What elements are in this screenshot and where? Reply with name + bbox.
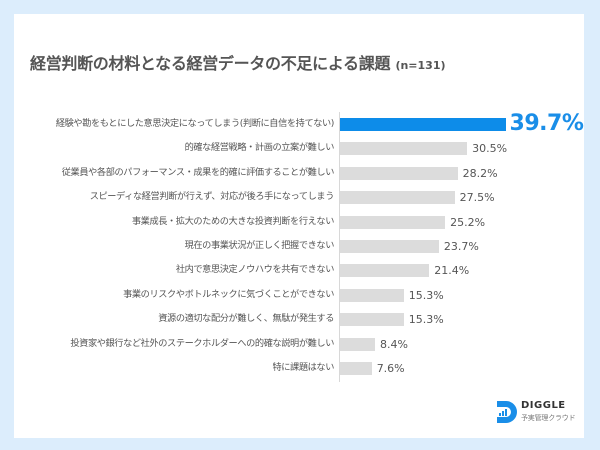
value-label: 30.5%: [472, 142, 508, 156]
logo-name: DIGGLE: [521, 400, 566, 411]
category-label: 特に課題はない: [272, 362, 334, 373]
diggle-logo: DIGGLE 予実管理クラウド: [497, 399, 587, 429]
bar: [340, 288, 404, 302]
bar: [340, 240, 439, 253]
value-label: 25.2%: [450, 215, 486, 229]
bar: [340, 362, 372, 375]
diggle-logo-icon: [497, 401, 517, 423]
bar: [340, 142, 468, 156]
chart-title-text: 経営判断の材料となる経営データの不足による課題: [30, 54, 391, 73]
category-label: 的確な経営戦略・計画の立案が難しい: [184, 142, 335, 154]
value-label: 7.6%: [376, 362, 405, 375]
y-axis-line: [339, 112, 340, 383]
value-label: 27.5%: [459, 191, 495, 205]
bar: [340, 313, 404, 327]
value-label: 8.4%: [380, 337, 408, 351]
bar: [340, 166, 458, 180]
category-label: 事業成長・拡大のための大きな投資判断を行えない: [131, 215, 335, 227]
bar: [340, 337, 376, 351]
category-label: スピーディな経営判断が行えず、対応が後ろ手になってしまう: [89, 191, 335, 203]
bar: [340, 215, 446, 229]
value-label: 21.4%: [434, 264, 470, 278]
category-label: 資源の適切な配分が難しく、無駄が発生する: [158, 313, 334, 325]
value-label: 28.2%: [462, 166, 498, 180]
value-label: 39.7%: [509, 111, 584, 136]
category-label: 現在の事業状況が正しく把握できない: [184, 240, 335, 251]
value-label: 15.3%: [408, 313, 444, 327]
chart-sample-size: (n=131): [395, 59, 446, 72]
bar: [340, 191, 455, 205]
chart-card: 経営判断の材料となる経営データの不足による課題 (n=131) 経験や勘をもとに…: [14, 14, 584, 438]
value-label: 23.7%: [443, 240, 479, 253]
category-label: 従業員や各部のパフォーマンス・成果を的確に評価することが難しい: [61, 166, 335, 178]
category-label: 事業のリスクやボトルネックに気づくことができない: [123, 288, 334, 300]
chart-title: 経営判断の材料となる経営データの不足による課題 (n=131): [30, 50, 446, 74]
category-label: 投資家や銀行など社外のステークホルダーへの的確な説明が難しい: [70, 337, 334, 349]
value-label: 15.3%: [408, 288, 444, 302]
category-label: 経験や勘をもとにした意思決定になってしまう(判断に自信を持てない): [55, 118, 335, 129]
bar-highlighted: [340, 118, 506, 131]
bar: [340, 264, 430, 278]
bar-chart: 経験や勘をもとにした意思決定になってしまう(判断に自信を持てない) 39.7% 的確…: [14, 14, 584, 438]
logo-tagline: 予実管理クラウド: [521, 414, 576, 422]
category-label: 社内で意思決定ノウハウを共有できない: [175, 264, 335, 276]
